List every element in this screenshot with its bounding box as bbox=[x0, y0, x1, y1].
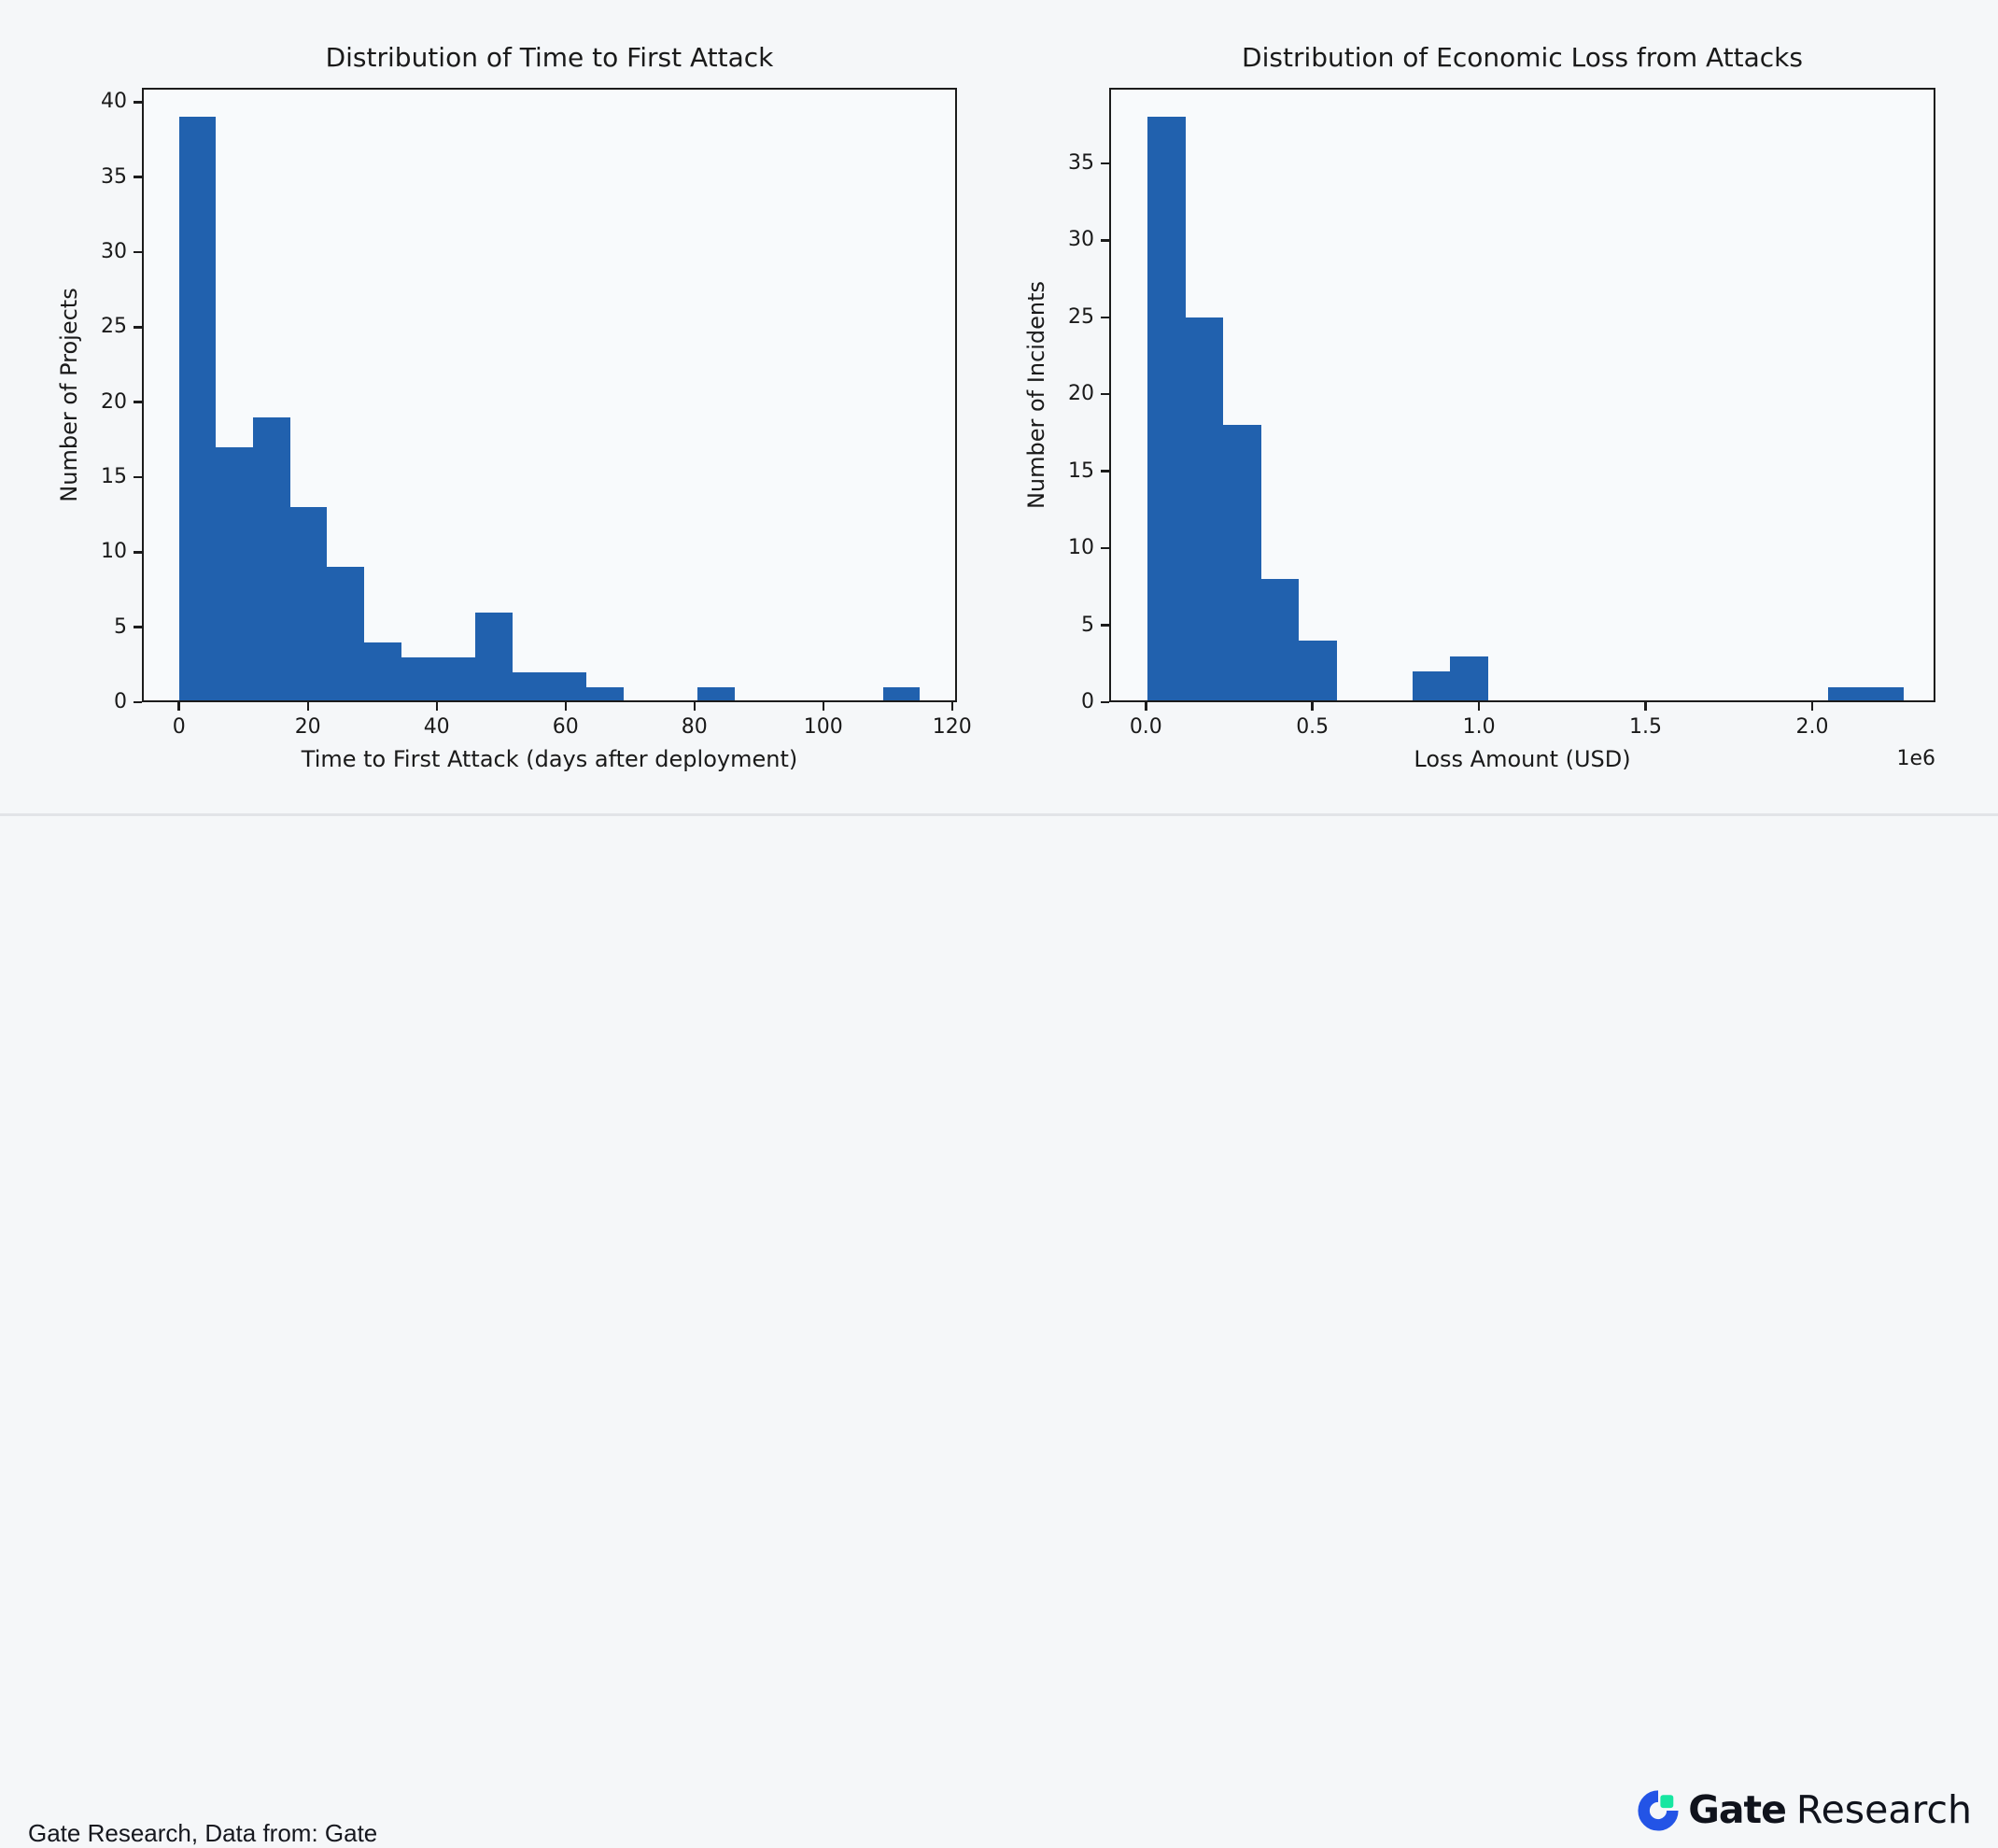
y-tick-mark bbox=[134, 475, 142, 479]
x-tick-label: 120 bbox=[932, 715, 972, 739]
y-tick-label: 20 bbox=[1068, 382, 1094, 406]
histogram-bar bbox=[1299, 641, 1337, 702]
histogram-bar bbox=[327, 567, 364, 702]
histogram-bar bbox=[216, 446, 253, 702]
y-tick-mark bbox=[134, 101, 142, 104]
x-tick-label: 1.0 bbox=[1462, 715, 1496, 739]
histogram-bar bbox=[1223, 425, 1261, 702]
y-axis-label: Number of Projects bbox=[56, 288, 82, 502]
histogram-bar bbox=[697, 686, 735, 702]
y-tick-label: 35 bbox=[101, 164, 127, 189]
histogram-bar bbox=[1450, 656, 1488, 702]
x-tick-mark bbox=[1810, 702, 1814, 711]
x-tick-mark bbox=[306, 702, 309, 711]
histogram-bar bbox=[1866, 686, 1904, 702]
chart-title: Distribution of Time to First Attack bbox=[325, 42, 774, 73]
x-tick-mark bbox=[950, 702, 954, 711]
y-tick-mark bbox=[134, 551, 142, 554]
y-tick-label: 25 bbox=[101, 315, 127, 339]
histogram-bar bbox=[586, 686, 624, 702]
y-tick-mark bbox=[134, 250, 142, 254]
x-tick-label: 1.5 bbox=[1629, 715, 1662, 739]
chart-economic-loss: Distribution of Economic Loss from Attac… bbox=[1023, 42, 1935, 772]
figure: Distribution of Time to First Attack 0 20 4… bbox=[0, 42, 1998, 1847]
x-tick-label: 0 bbox=[172, 715, 186, 739]
x-tick-label: 100 bbox=[803, 715, 843, 739]
y-tick-label: 0 bbox=[1081, 690, 1094, 713]
x-tick-label: 0.0 bbox=[1129, 715, 1162, 739]
x-tick-label: 40 bbox=[423, 715, 450, 739]
y-tick-mark bbox=[1101, 392, 1109, 396]
y-tick-label: 35 bbox=[1068, 150, 1094, 175]
histogram-bar bbox=[179, 117, 216, 702]
histogram-bar bbox=[550, 671, 586, 702]
x-tick-mark bbox=[564, 702, 567, 711]
x-tick-mark bbox=[822, 702, 825, 711]
y-tick-label: 15 bbox=[101, 465, 127, 488]
y-tick-label: 5 bbox=[1081, 613, 1094, 637]
footer-divider bbox=[0, 813, 1998, 816]
gate-logo-icon bbox=[1638, 1790, 1679, 1831]
histogram-bar bbox=[1186, 317, 1223, 702]
x-tick-label: 20 bbox=[294, 715, 321, 739]
y-axis-label: Number of Incidents bbox=[1023, 280, 1049, 510]
x-tick-label: 80 bbox=[681, 715, 708, 739]
histogram-bar bbox=[1147, 117, 1186, 702]
x-tick-mark bbox=[1311, 702, 1314, 711]
y-tick-mark bbox=[134, 326, 142, 329]
attribution-text: Gate Research, Data from: Gate bbox=[28, 1819, 378, 1847]
histogram-bar bbox=[1261, 579, 1299, 702]
x-tick-mark bbox=[177, 702, 180, 711]
y-tick-mark bbox=[1101, 470, 1109, 473]
x-tick-mark bbox=[1477, 702, 1481, 711]
y-tick-mark bbox=[134, 626, 142, 628]
chart-time-to-first-attack: Distribution of Time to First Attack 0 20 4… bbox=[56, 42, 972, 772]
x-tick-label: 0.5 bbox=[1296, 715, 1330, 739]
gate-logo-text: Gate Research bbox=[1688, 1787, 1972, 1832]
x-axis-label: Time to First Attack (days after deploym… bbox=[301, 746, 798, 772]
histogram-bar bbox=[438, 656, 475, 702]
y-tick-mark bbox=[1101, 546, 1109, 550]
y-tick-label: 40 bbox=[101, 90, 127, 114]
y-tick-mark bbox=[134, 176, 142, 178]
histogram-bar bbox=[364, 642, 401, 702]
y-tick-mark bbox=[1101, 624, 1109, 627]
y-tick-label: 25 bbox=[1068, 304, 1094, 329]
histogram-bar bbox=[1828, 686, 1866, 702]
y-tick-label: 20 bbox=[101, 389, 127, 414]
axis-offset-text: 1e6 bbox=[1896, 747, 1935, 770]
y-tick-mark bbox=[1101, 700, 1109, 704]
x-axis-label: Loss Amount (USD) bbox=[1414, 746, 1631, 772]
x-tick-label: 2.0 bbox=[1795, 715, 1829, 739]
y-tick-label: 10 bbox=[101, 540, 127, 564]
y-tick-label: 0 bbox=[114, 690, 127, 713]
histogram-bar bbox=[253, 416, 290, 702]
logo-word-research: Research bbox=[1795, 1787, 1972, 1832]
x-tick-mark bbox=[1644, 702, 1647, 711]
histogram-bar bbox=[513, 671, 550, 702]
x-tick-label: 60 bbox=[552, 715, 579, 739]
histogram-bar bbox=[290, 507, 327, 702]
histogram-bar bbox=[401, 656, 438, 702]
y-tick-label: 5 bbox=[114, 614, 127, 639]
x-tick-mark bbox=[1145, 702, 1147, 711]
y-tick-mark bbox=[134, 700, 142, 704]
gate-research-logo: Gate Research bbox=[1637, 1785, 1972, 1834]
y-tick-mark bbox=[1101, 316, 1109, 318]
y-tick-label: 10 bbox=[1068, 536, 1094, 560]
chart-title: Distribution of Economic Loss from Attac… bbox=[1242, 42, 1803, 73]
y-tick-mark bbox=[134, 401, 142, 403]
histogram-bar bbox=[883, 686, 920, 702]
y-tick-mark bbox=[1101, 162, 1109, 165]
x-tick-mark bbox=[693, 702, 696, 711]
y-tick-label: 15 bbox=[1068, 458, 1094, 483]
y-tick-mark bbox=[1101, 239, 1109, 242]
histogram-bar bbox=[475, 612, 513, 702]
histogram-bar bbox=[1413, 671, 1450, 702]
y-tick-label: 30 bbox=[101, 239, 127, 263]
y-tick-label: 30 bbox=[1068, 228, 1094, 252]
logo-word-gate: Gate bbox=[1688, 1787, 1787, 1832]
x-tick-mark bbox=[435, 702, 438, 711]
